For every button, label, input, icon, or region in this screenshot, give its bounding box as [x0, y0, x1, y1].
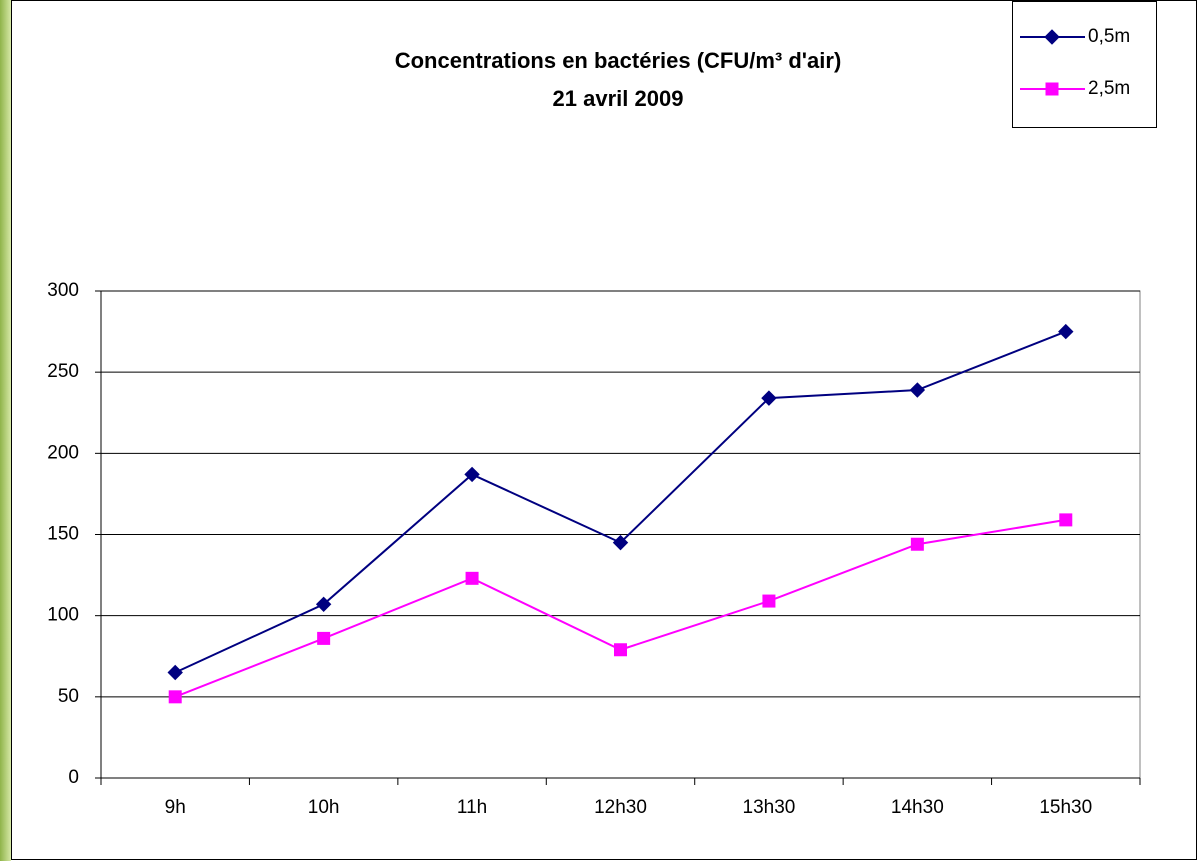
x-tick-label: 15h30 — [1039, 797, 1092, 818]
y-tick-label: 100 — [47, 605, 79, 626]
y-tick-label: 150 — [47, 524, 79, 545]
x-tick-label: 14h30 — [891, 797, 944, 818]
legend-label: 2,5m — [1088, 78, 1130, 99]
page-edge — [0, 0, 11, 861]
marker — [910, 537, 924, 551]
marker — [1044, 29, 1060, 45]
marker — [317, 631, 331, 645]
legend-label: 0,5m — [1088, 26, 1130, 47]
x-tick-label: 10h — [308, 797, 340, 818]
chart-subtitle: 21 avril 2009 — [553, 86, 684, 111]
y-tick-label: 250 — [47, 361, 79, 382]
marker — [909, 382, 926, 398]
marker — [614, 643, 627, 657]
x-tick-label: 11h — [457, 797, 487, 818]
marker — [465, 571, 479, 585]
legend — [1012, 1, 1157, 128]
marker — [464, 466, 480, 483]
x-tick-label: 12h30 — [594, 797, 647, 818]
marker — [761, 390, 777, 406]
y-tick-label: 300 — [47, 280, 79, 301]
x-tick-label: 13h30 — [743, 797, 796, 818]
y-tick-label: 200 — [47, 442, 79, 463]
marker — [1059, 513, 1073, 527]
marker — [612, 534, 629, 551]
marker — [1058, 323, 1074, 340]
marker — [762, 594, 776, 608]
marker — [315, 596, 332, 613]
y-tick-label: 50 — [58, 686, 79, 707]
x-tick-label: 9h — [165, 797, 186, 818]
marker — [1045, 82, 1059, 96]
y-tick-label: 0 — [68, 767, 79, 788]
marker — [168, 690, 182, 704]
chart-title: Concentrations en bactéries (CFU/m³ d'ai… — [395, 48, 842, 73]
marker — [167, 664, 183, 681]
